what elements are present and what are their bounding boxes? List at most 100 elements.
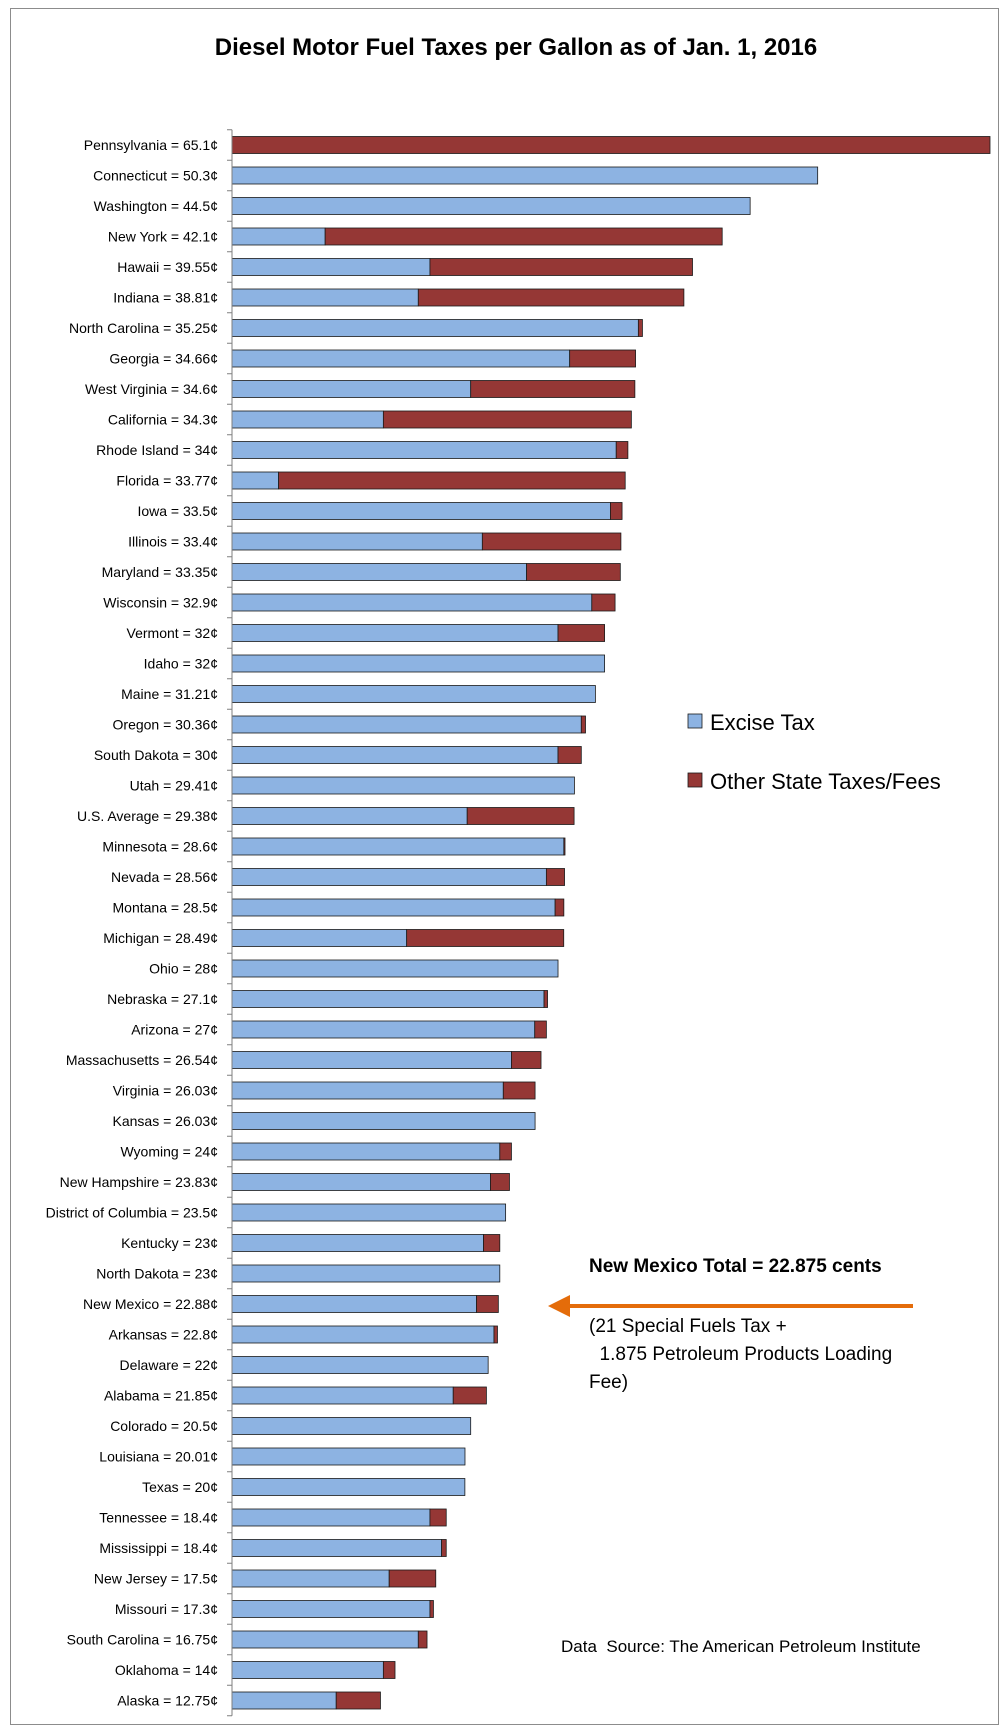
bar-south-dakota-excise bbox=[231, 746, 559, 764]
bar-wyoming-other bbox=[499, 1142, 512, 1161]
bar-maine-excise bbox=[231, 685, 596, 703]
label-california: California = 34.3¢ bbox=[108, 412, 218, 428]
label-mississippi: Mississippi = 18.4¢ bbox=[99, 1540, 218, 1556]
bar-montana-excise bbox=[231, 898, 556, 917]
bar-alabama-other bbox=[452, 1386, 487, 1405]
bar-wisconsin-other bbox=[591, 593, 616, 612]
label-utah: Utah = 29.41¢ bbox=[130, 778, 218, 794]
bar-north-carolina-other bbox=[637, 319, 643, 337]
bar-u-s-average-other bbox=[466, 807, 575, 825]
bar-texas-excise bbox=[231, 1478, 466, 1496]
label-missouri: Missouri = 17.3¢ bbox=[115, 1601, 218, 1617]
legend-swatch-excise bbox=[687, 713, 703, 729]
bar-new-mexico-other bbox=[476, 1295, 499, 1313]
bar-delaware-excise bbox=[231, 1356, 489, 1374]
bar-massachusetts-excise bbox=[231, 1051, 512, 1069]
chart-title: Diesel Motor Fuel Taxes per Gallon as of… bbox=[215, 34, 817, 61]
bar-new-mexico-excise bbox=[231, 1295, 477, 1313]
bar-virginia-other bbox=[502, 1081, 536, 1100]
bar-oregon-other bbox=[580, 715, 586, 734]
bar-rhode-island-excise bbox=[231, 441, 617, 459]
bar-arkansas-excise bbox=[231, 1325, 495, 1344]
bar-iowa-excise bbox=[231, 502, 611, 520]
bar-california-other bbox=[382, 410, 632, 429]
callout-line-1: (21 Special Fuels Tax + bbox=[589, 1316, 787, 1337]
bar-kansas-excise bbox=[231, 1112, 536, 1130]
bar-tennessee-excise bbox=[231, 1508, 431, 1527]
bar-district-of-columbia-excise bbox=[231, 1203, 507, 1222]
label-new-mexico: New Mexico = 22.88¢ bbox=[83, 1296, 218, 1312]
bar-florida-other bbox=[278, 471, 626, 490]
label-kentucky: Kentucky = 23¢ bbox=[121, 1235, 218, 1251]
label-illinois: Illinois = 33.4¢ bbox=[128, 534, 218, 550]
label-west-virginia: West Virginia = 34.6¢ bbox=[85, 381, 218, 397]
label-u-s-average: U.S. Average = 29.38¢ bbox=[77, 808, 218, 824]
bar-kentucky-excise bbox=[231, 1234, 484, 1252]
bar-minnesota-excise bbox=[231, 837, 565, 856]
label-massachusetts: Massachusetts = 26.54¢ bbox=[66, 1052, 218, 1068]
bar-washington-excise bbox=[231, 197, 751, 215]
label-minnesota: Minnesota = 28.6¢ bbox=[102, 839, 218, 855]
label-louisiana: Louisiana = 20.01¢ bbox=[99, 1449, 218, 1465]
bar-pennsylvania-other bbox=[231, 136, 991, 154]
bar-oklahoma-excise bbox=[231, 1661, 384, 1679]
bar-alaska-excise bbox=[231, 1691, 337, 1710]
bar-maryland-other bbox=[526, 563, 621, 581]
bar-wyoming-excise bbox=[231, 1142, 501, 1161]
bar-arizona-excise bbox=[231, 1020, 536, 1039]
bar-oklahoma-other bbox=[382, 1661, 396, 1679]
bar-nevada-excise bbox=[231, 868, 547, 886]
bar-connecticut-excise bbox=[231, 166, 819, 185]
bar-rhode-island-other bbox=[615, 441, 629, 459]
bar-iowa-other bbox=[610, 502, 623, 520]
bar-ohio-excise bbox=[231, 959, 559, 978]
label-colorado: Colorado = 20.5¢ bbox=[110, 1418, 218, 1434]
bars-layer bbox=[231, 136, 991, 1710]
bar-colorado-excise bbox=[231, 1417, 472, 1435]
bar-alaska-other bbox=[335, 1691, 381, 1710]
bar-mississippi-other bbox=[441, 1539, 447, 1557]
label-georgia: Georgia = 34.66¢ bbox=[109, 351, 218, 367]
legend-label-other: Other State Taxes/Fees bbox=[710, 769, 941, 794]
bar-vermont-other bbox=[557, 624, 605, 642]
bar-nevada-other bbox=[545, 868, 565, 886]
bar-idaho-excise bbox=[231, 654, 605, 673]
label-indiana: Indiana = 38.81¢ bbox=[113, 290, 218, 306]
bar-michigan-other bbox=[406, 929, 565, 947]
label-wisconsin: Wisconsin = 32.9¢ bbox=[103, 595, 218, 611]
label-alabama: Alabama = 21.85¢ bbox=[104, 1388, 218, 1404]
bar-new-york-excise bbox=[231, 227, 326, 246]
bar-georgia-excise bbox=[231, 349, 571, 368]
bar-new-york-other bbox=[324, 227, 723, 246]
bar-indiana-excise bbox=[231, 288, 419, 307]
bar-illinois-other bbox=[481, 532, 622, 551]
bar-west-virginia-other bbox=[470, 380, 636, 398]
label-ohio: Ohio = 28¢ bbox=[149, 961, 218, 977]
bar-california-excise bbox=[231, 410, 384, 429]
label-delaware: Delaware = 22¢ bbox=[120, 1357, 218, 1373]
label-alaska: Alaska = 12.75¢ bbox=[117, 1693, 218, 1709]
new-mexico-callout: New Mexico Total = 22.875 cents (21 Spec… bbox=[548, 1256, 913, 1393]
callout-title: New Mexico Total = 22.875 cents bbox=[589, 1256, 882, 1277]
label-connecticut: Connecticut = 50.3¢ bbox=[93, 168, 218, 184]
y-axis bbox=[227, 129, 233, 1717]
bar-tennessee-other bbox=[429, 1508, 447, 1527]
label-south-carolina: South Carolina = 16.75¢ bbox=[67, 1632, 218, 1648]
callout-line-3: Fee) bbox=[589, 1372, 628, 1393]
bar-utah-excise bbox=[231, 776, 575, 795]
bar-wisconsin-excise bbox=[231, 593, 593, 612]
bar-south-dakota-other bbox=[557, 746, 582, 764]
bar-illinois-excise bbox=[231, 532, 483, 551]
label-idaho: Idaho = 32¢ bbox=[144, 656, 218, 672]
bar-maryland-excise bbox=[231, 563, 527, 581]
label-iowa: Iowa = 33.5¢ bbox=[137, 503, 218, 519]
legend: Excise Tax Other State Taxes/Fees bbox=[687, 710, 941, 794]
bar-missouri-excise bbox=[231, 1600, 431, 1618]
label-texas: Texas = 20¢ bbox=[142, 1479, 218, 1495]
bar-new-jersey-other bbox=[388, 1569, 437, 1588]
bar-north-carolina-excise bbox=[231, 319, 639, 337]
bar-louisiana-excise bbox=[231, 1447, 466, 1466]
bar-montana-other bbox=[554, 898, 565, 917]
label-nevada: Nevada = 28.56¢ bbox=[111, 869, 218, 885]
